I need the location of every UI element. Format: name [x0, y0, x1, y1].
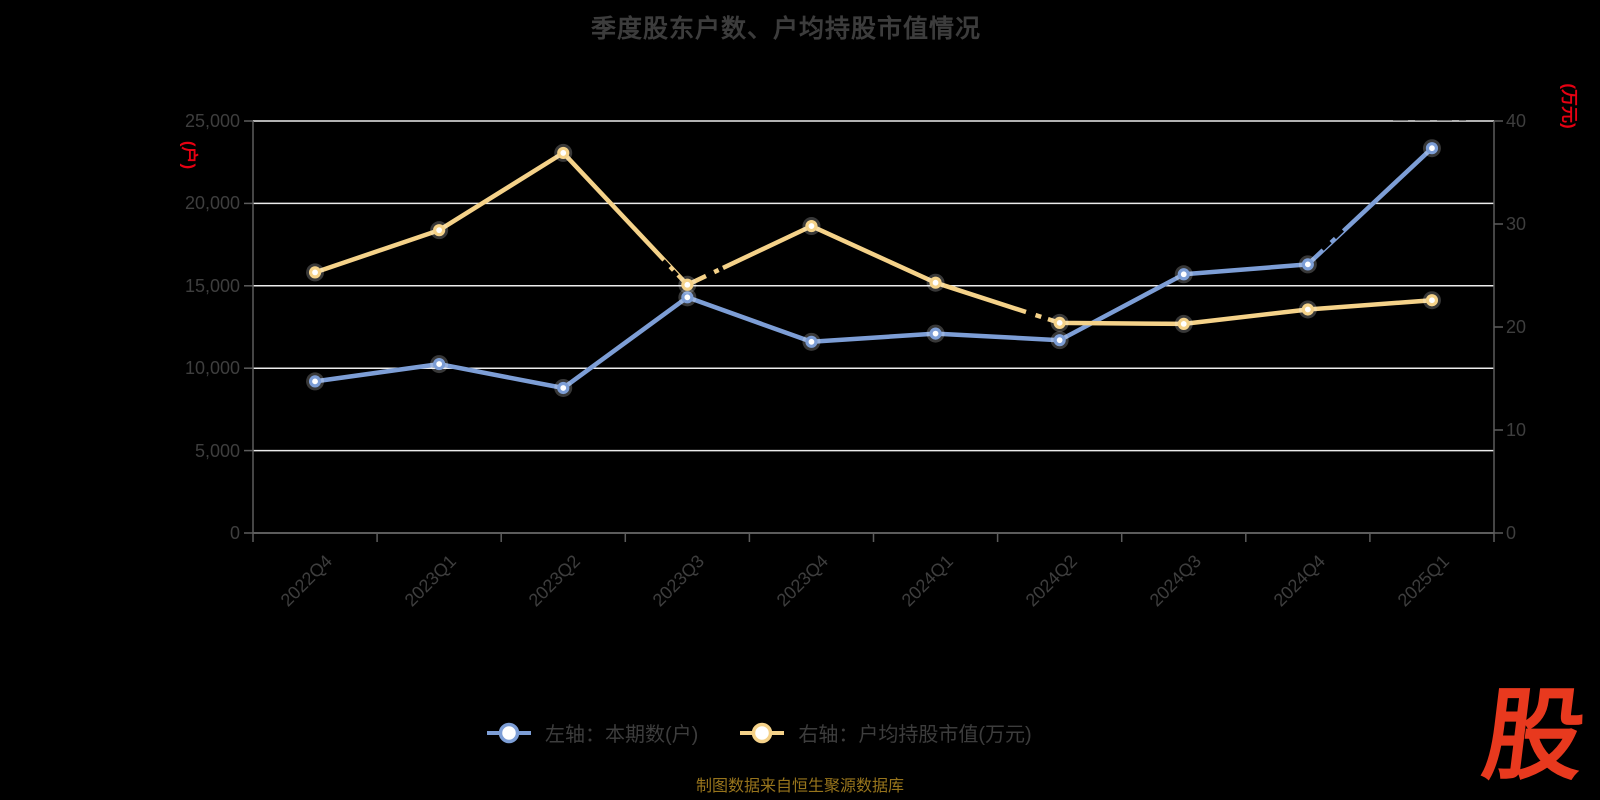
- data-point-marker: [308, 266, 322, 279]
- left-axis-tick-label: 5,000: [194, 440, 240, 461]
- data-point-marker: [1053, 316, 1066, 329]
- overlay-dash: [1025, 309, 1049, 322]
- data-point-marker: [1053, 334, 1066, 347]
- data-point-marker: [1301, 258, 1314, 271]
- legend-label-right-axis: 右轴：户均持股市值(万元): [798, 724, 1032, 746]
- right-axis-tick-label: 20: [1506, 317, 1527, 337]
- chart-legend: 左轴：本期数(户) 右轴：户均持股市值(万元): [487, 718, 1032, 747]
- data-point-marker: [433, 357, 446, 371]
- legend-item-current-holders[interactable]: 左轴：本期数(户): [487, 718, 698, 747]
- right-axis-tick-label: 40: [1506, 111, 1527, 131]
- legend-marker-yellow-icon: [740, 722, 785, 743]
- left-axis-tick-label: 15,000: [184, 275, 240, 296]
- overlay-dash: [1320, 226, 1346, 251]
- data-point-marker: [557, 146, 570, 160]
- data-point-marker: [929, 276, 942, 289]
- data-point-marker: [1177, 268, 1190, 281]
- series-line: [312, 145, 1435, 391]
- data-point-marker: [1425, 142, 1439, 155]
- left-axis-tick-label: 20,000: [184, 193, 240, 214]
- right-axis-tick-label: 0: [1506, 523, 1517, 543]
- data-point-marker: [681, 278, 694, 291]
- data-point-marker: [557, 381, 570, 395]
- data-point-marker: [308, 375, 322, 388]
- data-point-marker: [805, 219, 818, 233]
- data-point-marker: [433, 224, 446, 237]
- legend-label-left-axis: 左轴：本期数(户): [545, 724, 699, 746]
- overlay-dash: [704, 265, 725, 279]
- gu-stock-logo: 股: [1477, 680, 1591, 792]
- overlay-dash: [661, 259, 679, 278]
- right-axis-tick-label: 10: [1506, 420, 1527, 440]
- chart-title: 季度股东户数、户均持股市值情况: [590, 15, 981, 43]
- left-axis-unit-label: (户): [179, 140, 199, 170]
- series-line: [312, 150, 1435, 327]
- data-point-marker: [929, 327, 942, 340]
- data-point-marker: [1301, 303, 1314, 316]
- left-axis-tick-label: 25,000: [184, 111, 240, 131]
- left-axis-tick-label: 0: [229, 523, 240, 543]
- data-point-marker: [1425, 294, 1439, 307]
- data-point-marker: [1177, 317, 1190, 331]
- data-point-marker: [681, 291, 694, 304]
- legend-item-market-value[interactable]: 右轴：户均持股市值(万元): [740, 718, 1032, 747]
- data-source-note: 制图数据来自恒生聚源数据库: [695, 778, 904, 795]
- legend-marker-blue-icon: [487, 722, 531, 743]
- right-axis-tick-label: 30: [1506, 214, 1527, 234]
- left-axis-tick-label: 10,000: [184, 358, 240, 379]
- data-point-marker: [805, 335, 818, 348]
